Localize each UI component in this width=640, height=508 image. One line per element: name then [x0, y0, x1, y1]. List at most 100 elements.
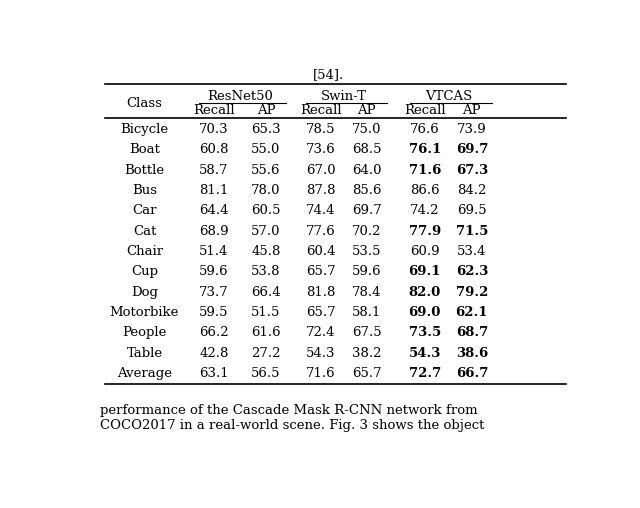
Text: 78.0: 78.0 [252, 184, 281, 197]
Text: 64.4: 64.4 [199, 204, 228, 217]
Text: 87.8: 87.8 [306, 184, 335, 197]
Text: 71.6: 71.6 [408, 164, 441, 177]
Text: Car: Car [132, 204, 157, 217]
Text: 62.1: 62.1 [456, 306, 488, 319]
Text: Motorbike: Motorbike [110, 306, 179, 319]
Text: Bottle: Bottle [124, 164, 164, 177]
Text: Average: Average [117, 367, 172, 380]
Text: Table: Table [127, 346, 163, 360]
Text: 67.3: 67.3 [456, 164, 488, 177]
Text: Cup: Cup [131, 265, 158, 278]
Text: 65.7: 65.7 [306, 306, 335, 319]
Text: 58.1: 58.1 [352, 306, 381, 319]
Text: 76.6: 76.6 [410, 123, 440, 136]
Text: 76.1: 76.1 [408, 143, 441, 156]
Text: 60.8: 60.8 [199, 143, 228, 156]
Text: 65.7: 65.7 [352, 367, 381, 380]
Text: 73.5: 73.5 [408, 326, 441, 339]
Text: 75.0: 75.0 [352, 123, 381, 136]
Text: AP: AP [257, 104, 275, 117]
Text: 63.1: 63.1 [199, 367, 228, 380]
Text: 71.5: 71.5 [456, 225, 488, 238]
Text: Class: Class [127, 97, 163, 110]
Text: ResNet50: ResNet50 [207, 90, 273, 103]
Text: 53.8: 53.8 [252, 265, 281, 278]
Text: 71.6: 71.6 [306, 367, 335, 380]
Text: 55.6: 55.6 [252, 164, 281, 177]
Text: Chair: Chair [126, 245, 163, 258]
Text: 65.7: 65.7 [306, 265, 335, 278]
Text: Recall: Recall [193, 104, 235, 117]
Text: 60.4: 60.4 [306, 245, 335, 258]
Text: 56.5: 56.5 [252, 367, 281, 380]
Text: Recall: Recall [404, 104, 445, 117]
Text: 82.0: 82.0 [408, 285, 441, 299]
Text: 77.6: 77.6 [306, 225, 335, 238]
Text: 62.3: 62.3 [456, 265, 488, 278]
Text: 38.6: 38.6 [456, 346, 488, 360]
Text: 69.7: 69.7 [352, 204, 381, 217]
Text: Recall: Recall [300, 104, 341, 117]
Text: Boat: Boat [129, 143, 160, 156]
Text: Bicycle: Bicycle [120, 123, 168, 136]
Text: 64.0: 64.0 [352, 164, 381, 177]
Text: AP: AP [357, 104, 376, 117]
Text: 66.7: 66.7 [456, 367, 488, 380]
Text: 60.5: 60.5 [252, 204, 281, 217]
Text: 59.6: 59.6 [199, 265, 228, 278]
Text: 69.7: 69.7 [456, 143, 488, 156]
Text: Dog: Dog [131, 285, 158, 299]
Text: performance of the Cascade Mask R-CNN network from
COCO2017 in a real-world scen: performance of the Cascade Mask R-CNN ne… [100, 404, 484, 432]
Text: 54.3: 54.3 [306, 346, 335, 360]
Text: 72.7: 72.7 [408, 367, 441, 380]
Text: 66.4: 66.4 [251, 285, 281, 299]
Text: 70.2: 70.2 [352, 225, 381, 238]
Text: 86.6: 86.6 [410, 184, 440, 197]
Text: 74.4: 74.4 [306, 204, 335, 217]
Text: 84.2: 84.2 [457, 184, 486, 197]
Text: 59.5: 59.5 [199, 306, 228, 319]
Text: People: People [122, 326, 166, 339]
Text: 68.7: 68.7 [456, 326, 488, 339]
Text: 38.2: 38.2 [352, 346, 381, 360]
Text: 79.2: 79.2 [456, 285, 488, 299]
Text: 65.3: 65.3 [251, 123, 281, 136]
Text: 73.9: 73.9 [457, 123, 486, 136]
Text: 74.2: 74.2 [410, 204, 440, 217]
Text: 85.6: 85.6 [352, 184, 381, 197]
Text: 66.2: 66.2 [199, 326, 228, 339]
Text: 53.4: 53.4 [457, 245, 486, 258]
Text: 61.6: 61.6 [251, 326, 281, 339]
Text: 54.3: 54.3 [408, 346, 441, 360]
Text: 73.6: 73.6 [306, 143, 335, 156]
Text: 68.5: 68.5 [352, 143, 381, 156]
Text: VTCAS: VTCAS [425, 90, 472, 103]
Text: 53.5: 53.5 [352, 245, 381, 258]
Text: Bus: Bus [132, 184, 157, 197]
Text: 60.9: 60.9 [410, 245, 440, 258]
Text: 73.7: 73.7 [199, 285, 228, 299]
Text: 72.4: 72.4 [306, 326, 335, 339]
Text: 78.4: 78.4 [352, 285, 381, 299]
Text: 69.1: 69.1 [408, 265, 441, 278]
Text: 78.5: 78.5 [306, 123, 335, 136]
Text: 67.0: 67.0 [306, 164, 335, 177]
Text: 69.0: 69.0 [408, 306, 441, 319]
Text: 68.9: 68.9 [199, 225, 228, 238]
Text: 69.5: 69.5 [457, 204, 486, 217]
Text: 42.8: 42.8 [199, 346, 228, 360]
Text: 81.8: 81.8 [306, 285, 335, 299]
Text: 81.1: 81.1 [199, 184, 228, 197]
Text: Swin-T: Swin-T [321, 90, 367, 103]
Text: AP: AP [463, 104, 481, 117]
Text: 51.5: 51.5 [252, 306, 281, 319]
Text: 55.0: 55.0 [252, 143, 281, 156]
Text: [54].: [54]. [312, 68, 344, 81]
Text: 59.6: 59.6 [352, 265, 381, 278]
Text: 45.8: 45.8 [252, 245, 281, 258]
Text: 51.4: 51.4 [199, 245, 228, 258]
Text: 70.3: 70.3 [199, 123, 228, 136]
Text: 57.0: 57.0 [252, 225, 281, 238]
Text: 77.9: 77.9 [408, 225, 441, 238]
Text: 58.7: 58.7 [199, 164, 228, 177]
